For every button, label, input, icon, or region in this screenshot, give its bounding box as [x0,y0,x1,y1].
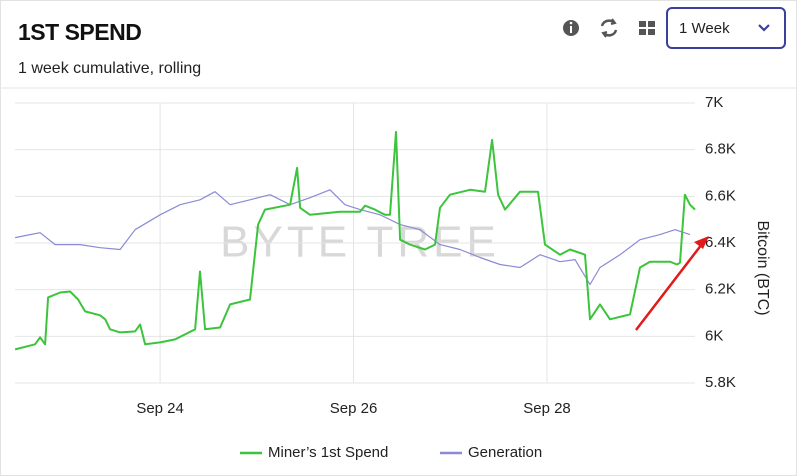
refresh-icon[interactable] [600,18,618,38]
y-tick-label: 5.8K [705,374,736,391]
legend-label: Miner’s 1st Spend [268,444,388,461]
dropdown[interactable]: 1 Week [666,7,786,49]
y-tick-label: 7K [705,94,723,111]
y-tick-label: 6.2K [705,281,736,298]
grid-icon[interactable] [639,21,655,35]
x-tick-label: Sep 24 [136,400,184,417]
y-tick-label: 6K [705,327,723,344]
annotation-arrow [635,236,709,331]
series-line [14,130,696,351]
y-tick-label: 6.8K [705,141,736,158]
x-tick-label: Sep 26 [330,400,378,417]
dropdown-label: 1 Week [679,20,730,37]
x-tick-label: Sep 28 [523,400,571,417]
y-tick-label: 6.4K [705,234,736,251]
y-axis-label: Bitcoin (BTC) [754,220,771,315]
subtitle: 1 week cumulative, rolling [18,60,201,77]
title: 1ST SPEND [18,19,141,45]
info-icon[interactable] [563,20,579,36]
watermark: BYTE TREE [220,218,500,267]
y-tick-label: 6.6K [705,187,736,204]
legend-label: Generation [468,444,542,461]
plot: 5.8K 6K 6.2K 6.4K 6.6K 6.8K 7K Sep 24 Sep 26 Sep … [14,94,736,417]
